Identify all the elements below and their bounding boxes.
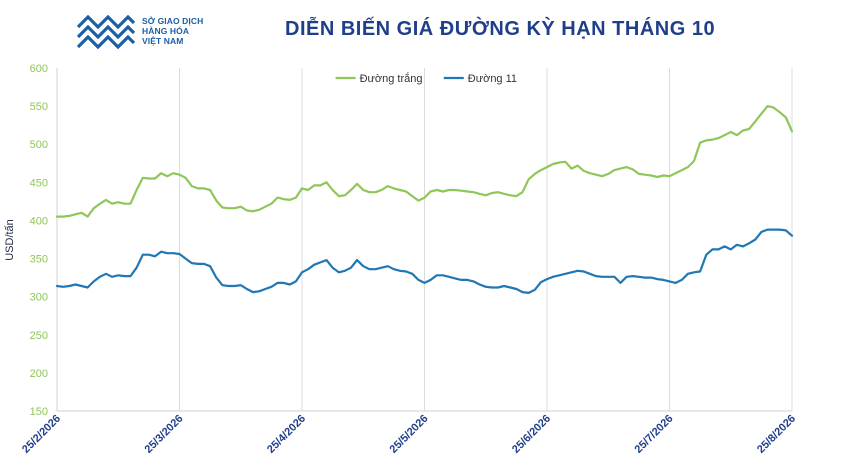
x-tick-label: 25/7/2026 [633, 413, 676, 456]
x-tick-label: 25/6/2026 [510, 413, 553, 456]
chart-grid [56, 68, 793, 412]
chart-series [55, 104, 794, 294]
x-tick-label: 25/4/2026 [265, 413, 308, 456]
logo-line-2: HÀNG HÓA [142, 26, 190, 36]
y-tick-label: 200 [30, 368, 48, 380]
x-axis-ticks: 25/2/2026 25/3/2026 25/4/2026 25/5/2026 25/6… [20, 413, 798, 456]
logo-text: SỞ GIAO DỊCH HÀNG HÓA VIỆT NAM [142, 16, 203, 46]
y-axis-label: USD/tấn [4, 219, 16, 261]
x-tick-label: 25/2/2026 [20, 413, 63, 456]
x-tick-label: 25/8/2026 [755, 413, 798, 456]
x-tick-label: 25/3/2026 [143, 413, 186, 456]
exchange-logo: SỞ GIAO DỊCH HÀNG HÓA VIỆT NAM [76, 13, 246, 53]
y-tick-label: 500 [30, 139, 48, 151]
y-tick-label: 400 [30, 215, 48, 227]
legend-label-1: Đường 11 [468, 73, 517, 85]
logo-line-1: SỞ GIAO DỊCH [142, 16, 204, 26]
y-tick-label: 350 [30, 254, 48, 266]
logo-line-3: VIỆT NAM [142, 36, 184, 46]
y-tick-label: 550 [30, 101, 48, 113]
y-tick-label: 600 [30, 63, 48, 75]
y-axis-ticks: 150 200 250 300 350 400 450 500 550 600 [30, 63, 48, 418]
x-tick-label: 25/5/2026 [388, 413, 431, 456]
y-tick-label: 250 [30, 330, 48, 342]
chart-title: DIỄN BIẾN GIÁ ĐƯỜNG KỲ HẠN THÁNG 10 [285, 18, 716, 40]
chart-legend: Đường trắng Đường 11 [335, 72, 517, 85]
series-line-0 [55, 104, 794, 218]
logo-mark-icon [76, 15, 136, 49]
series-line-1 [55, 228, 794, 294]
y-tick-label: 450 [30, 177, 48, 189]
y-tick-label: 150 [30, 406, 48, 418]
y-tick-label: 300 [30, 292, 48, 304]
legend-label-0: Đường trắng [360, 72, 423, 85]
